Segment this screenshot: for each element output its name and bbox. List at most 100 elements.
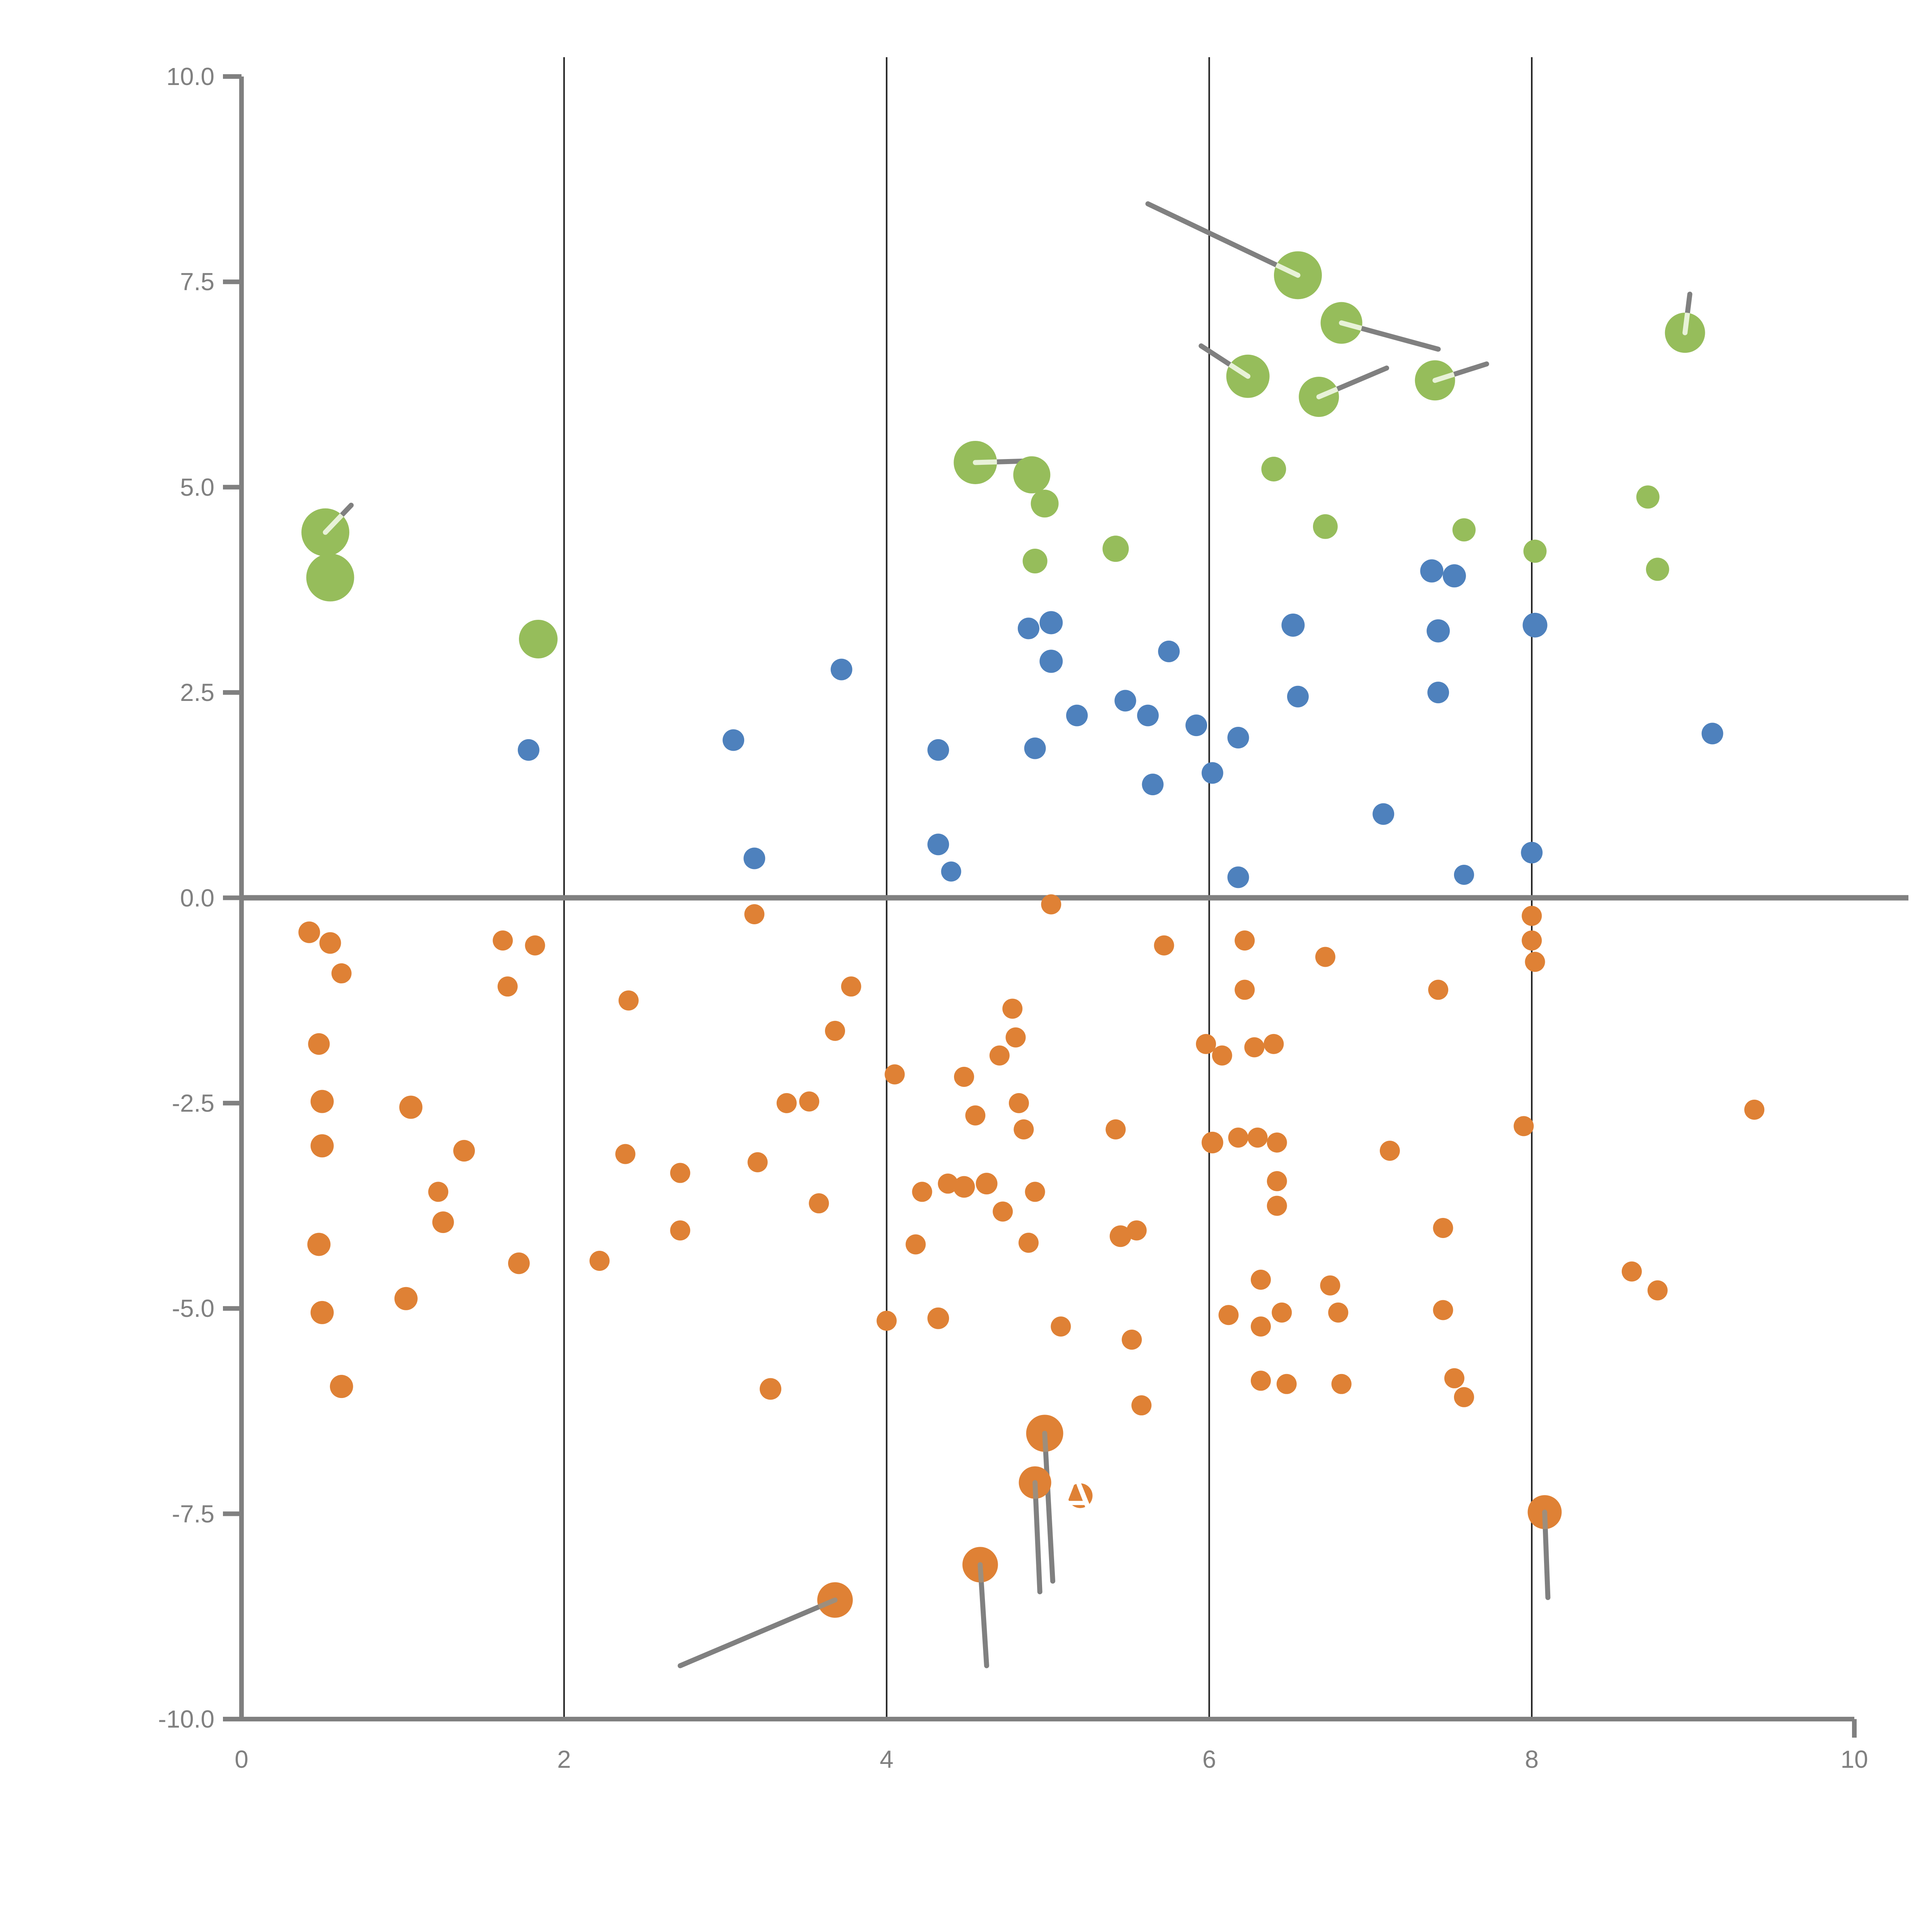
x-tick-label: 4 (879, 1745, 894, 1773)
bubble (1031, 490, 1059, 518)
data-points (298, 251, 1765, 1618)
bubble (394, 1287, 418, 1310)
bubble (927, 833, 949, 855)
bubble (927, 739, 949, 761)
bubble (1212, 1045, 1232, 1066)
bubble (1109, 1225, 1131, 1247)
bubble (1014, 1119, 1034, 1139)
bubble (1525, 952, 1545, 972)
bubble (399, 1095, 423, 1119)
bubble (1420, 559, 1444, 583)
y-tick-label: -10.0 (158, 1705, 214, 1733)
bubble (1744, 1099, 1765, 1120)
bubble (1433, 1218, 1453, 1238)
bubble (519, 619, 558, 658)
bubble (927, 1307, 949, 1329)
bubble (1009, 1093, 1029, 1113)
y-tick-label: 7.5 (180, 268, 214, 296)
bubble (670, 1163, 690, 1183)
y-tick-label: -7.5 (172, 1500, 214, 1528)
bubble (976, 1173, 998, 1195)
bubble (953, 1176, 975, 1198)
x-tick-label: 6 (1202, 1745, 1216, 1773)
point-labels: A (1056, 1464, 1095, 1529)
bubble (1522, 930, 1542, 951)
bubble (615, 1144, 636, 1164)
bubble (1452, 518, 1476, 542)
bubble (1025, 1182, 1045, 1202)
bubble (776, 1093, 797, 1113)
bubble (993, 1201, 1013, 1222)
bubble (1227, 866, 1249, 888)
bubble (1235, 980, 1255, 1000)
bubble (1039, 611, 1063, 634)
bubble (1039, 650, 1063, 673)
bubble (298, 921, 320, 943)
bubble (1523, 539, 1547, 563)
bubble (1126, 1220, 1147, 1241)
bubble (1013, 456, 1051, 493)
bubble (1281, 613, 1305, 637)
bubble (744, 904, 765, 925)
bubble (1372, 803, 1395, 825)
bubble (760, 1378, 782, 1400)
axis-lines (223, 74, 1908, 1738)
bubble (1137, 704, 1159, 726)
x-tick-label: 0 (235, 1745, 248, 1773)
bubble (743, 847, 765, 869)
bubble (1454, 864, 1474, 885)
y-tick-label: 5.0 (180, 473, 214, 501)
series-green (301, 251, 1705, 658)
bubble (310, 1090, 334, 1113)
series-orange (298, 894, 1765, 1618)
bubble (1514, 1116, 1534, 1136)
bubble (1701, 723, 1723, 745)
bubble (1250, 1316, 1271, 1337)
bubble (938, 1173, 958, 1194)
bubble (1017, 617, 1039, 639)
bubble (493, 930, 513, 951)
bubble (1272, 1302, 1292, 1323)
bubble (1328, 1302, 1349, 1323)
bubble (1201, 1131, 1223, 1153)
bubble (1185, 714, 1208, 736)
bubble (1287, 685, 1309, 707)
bubble (1005, 1027, 1026, 1048)
bubble (1024, 737, 1046, 759)
y-tick-label: -5.0 (172, 1294, 214, 1323)
bubble (1331, 1374, 1352, 1394)
bubble (308, 1033, 330, 1055)
bubble (876, 1311, 897, 1331)
bubble (1018, 1233, 1039, 1253)
bubble (1235, 930, 1255, 951)
bubble (1636, 485, 1660, 509)
bubble (1250, 1269, 1271, 1290)
y-tick-label: 0.0 (180, 884, 214, 912)
bubble (525, 935, 545, 956)
bubble (1218, 1305, 1239, 1325)
bubble (1201, 762, 1223, 784)
bubble (1196, 1034, 1216, 1054)
bubble (1131, 1395, 1152, 1416)
y-tick-label: 10.0 (166, 63, 214, 90)
bubble (1041, 894, 1061, 915)
bubble (1250, 1371, 1271, 1391)
bubble (508, 1252, 530, 1274)
bubble (1267, 1196, 1287, 1216)
bubble (453, 1140, 475, 1162)
bubble (1227, 727, 1249, 749)
bubble (1154, 935, 1174, 956)
bubble (1276, 1374, 1297, 1394)
bubble (912, 1182, 932, 1202)
bubble (1051, 1316, 1071, 1337)
bubble (1158, 640, 1180, 662)
bubble (965, 1105, 986, 1126)
bubble (1646, 558, 1669, 581)
bubble (905, 1234, 926, 1255)
bubble (517, 739, 539, 761)
bubble (1022, 549, 1048, 574)
bubble (747, 1152, 768, 1172)
bubble (1442, 564, 1466, 588)
